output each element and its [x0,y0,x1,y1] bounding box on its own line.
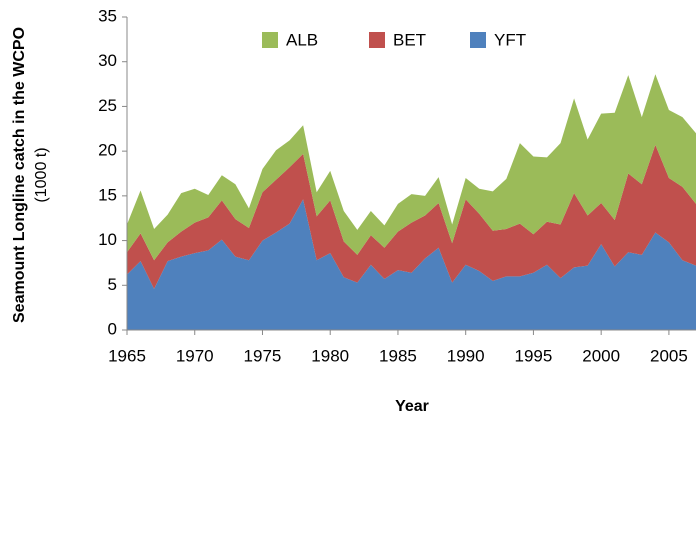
y-tick-label: 30 [98,51,117,70]
legend-label: ALB [286,30,318,49]
y-axis-title: Seamount Longline catch in the WCPO [11,27,28,323]
x-tick-label: 2000 [582,346,620,365]
y-tick-label: 25 [98,96,117,115]
x-tick-label: 1995 [515,346,553,365]
x-tick-label: 1975 [244,346,282,365]
x-tick-label: 1970 [176,346,214,365]
legend-swatch [262,32,278,48]
area [127,74,696,261]
legend-swatch [470,32,486,48]
y-tick-label: 15 [98,185,117,204]
area [127,199,696,330]
x-axis-title: Year [395,398,429,415]
legend-swatch [369,32,385,48]
y-tick-label: 5 [108,275,117,294]
area [127,144,696,289]
y-tick-label: 0 [108,319,117,338]
y-tick-label: 10 [98,230,117,249]
x-tick-label: 1985 [379,346,417,365]
x-tick-label: 1980 [311,346,349,365]
y-tick-label: 35 [98,6,117,25]
y-tick-label: 20 [98,141,117,160]
x-tick-label: 2005 [650,346,688,365]
x-tick-label: 1990 [447,346,485,365]
legend-label: YFT [494,30,526,49]
y-axis-units: (1000 t) [33,147,50,202]
legend-label: BET [393,30,426,49]
x-tick-label: 1965 [108,346,146,365]
